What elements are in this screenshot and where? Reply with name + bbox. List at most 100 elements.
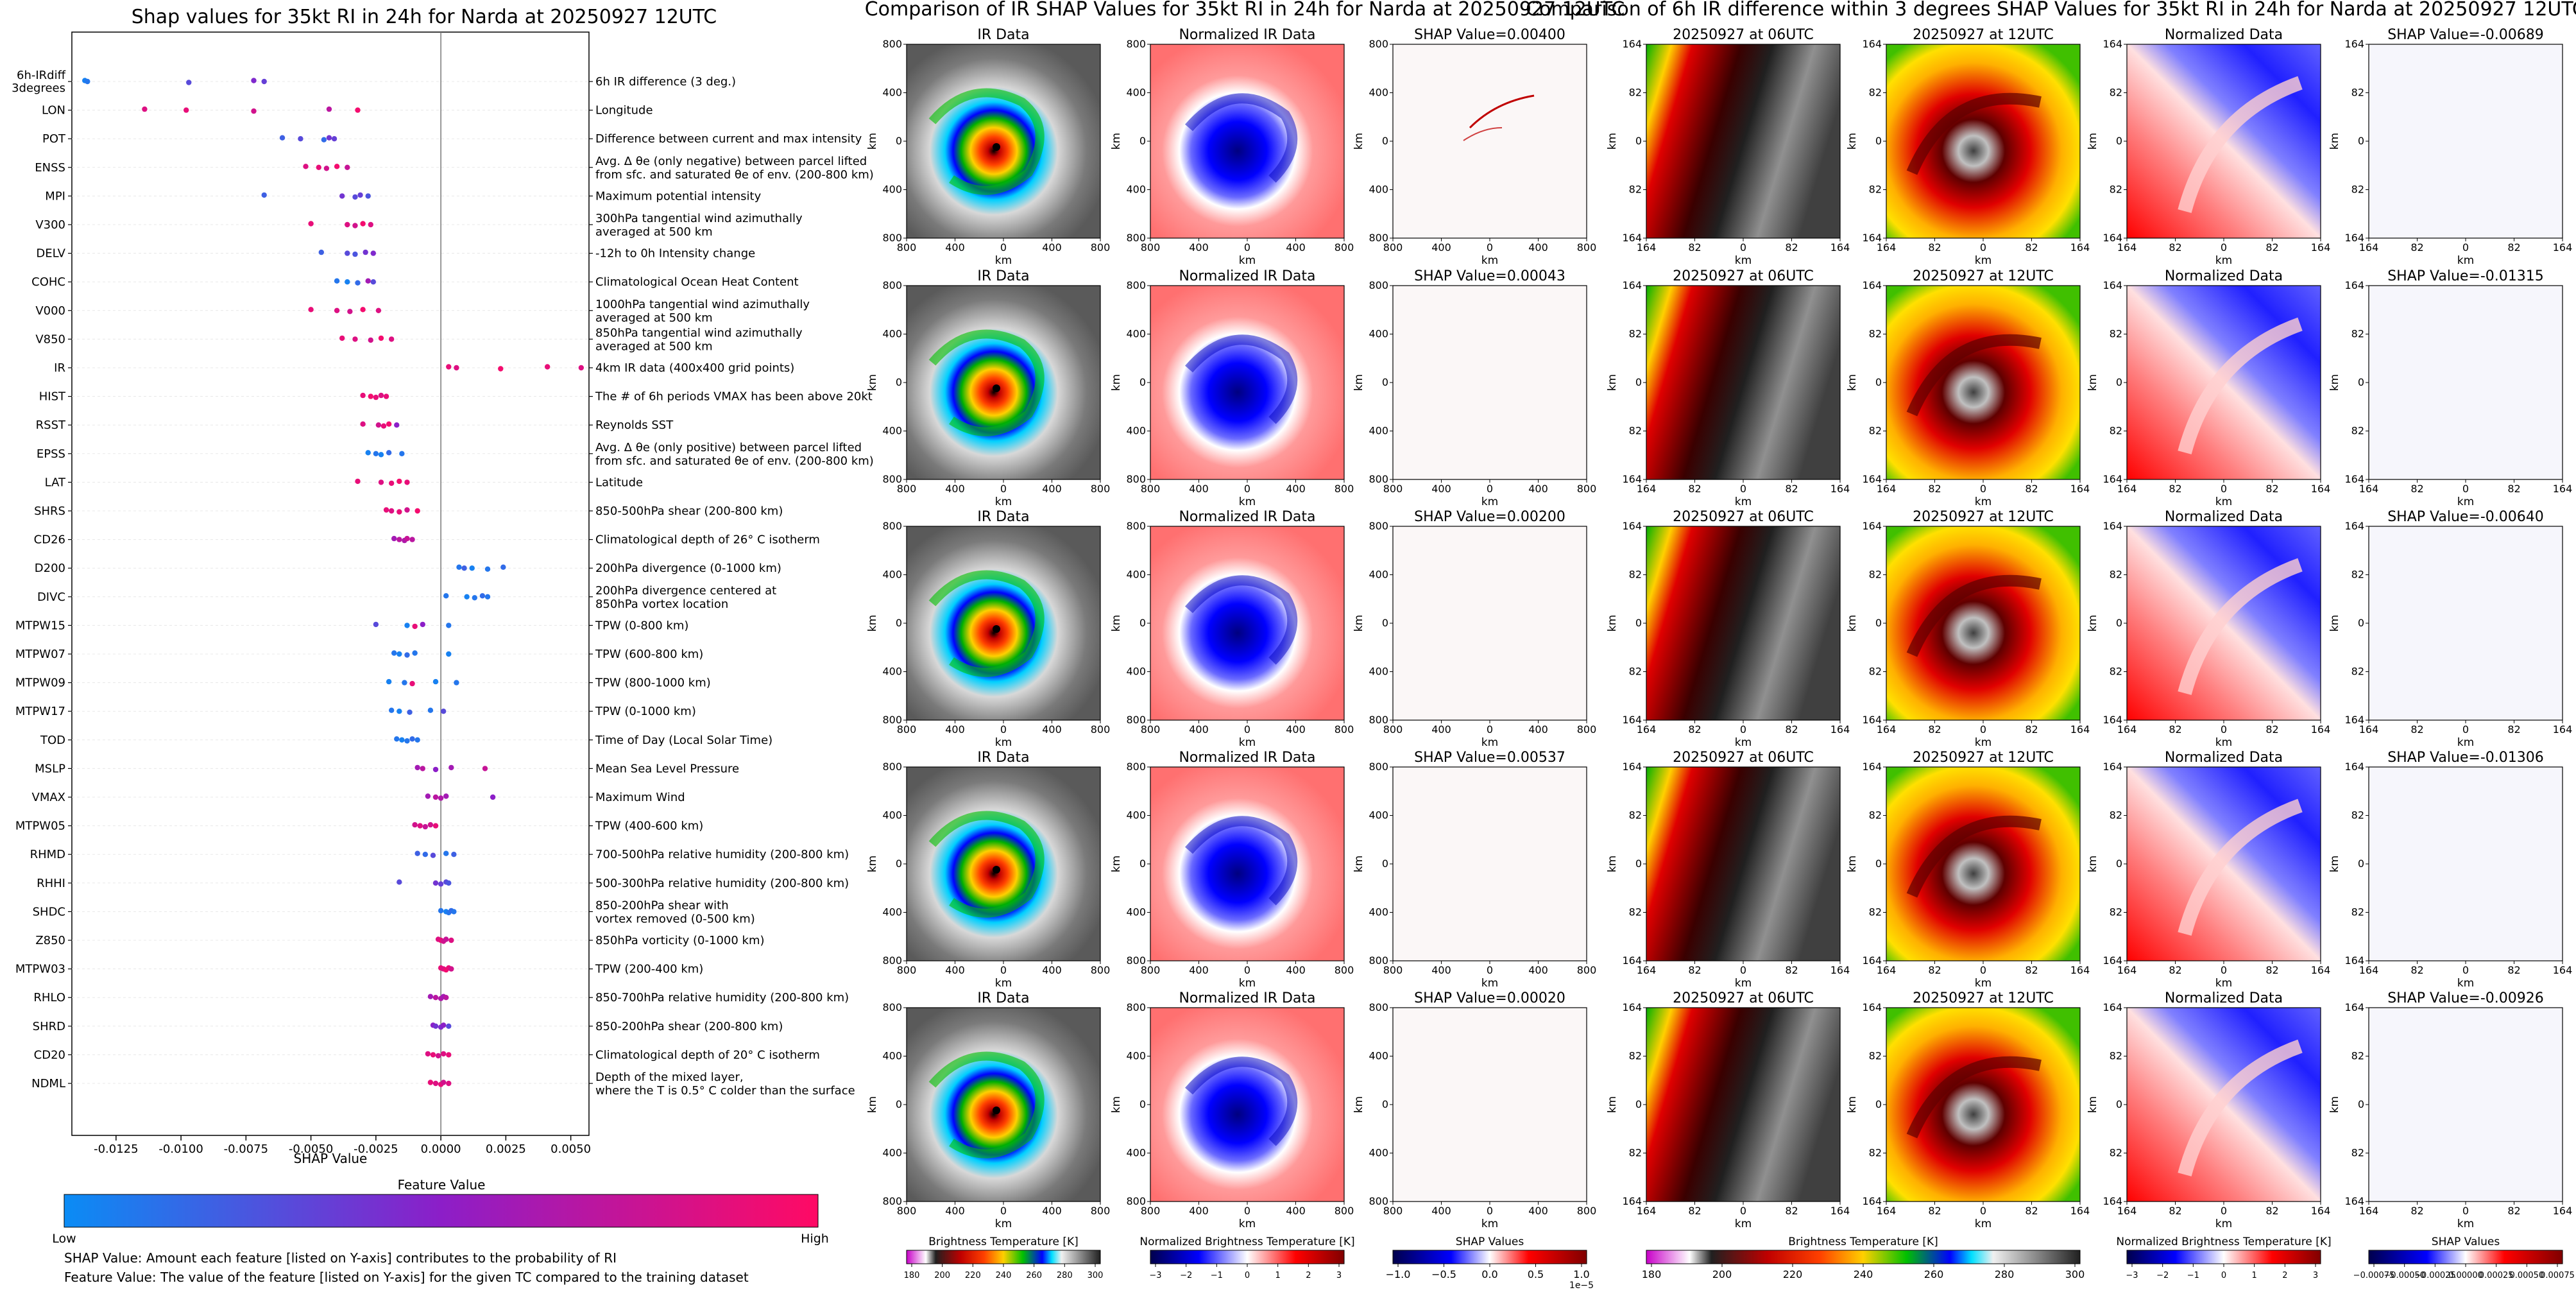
feature-colorbar [64,1194,819,1228]
panel-y-tick: 82 [1869,184,1882,196]
shap-point [412,822,418,828]
shap-point [432,678,439,685]
feature-name: MTPW05 [15,820,65,833]
panel-x-label: km [1481,495,1498,508]
panel-x-tick: 82 [2265,723,2278,736]
panel-y-tick: 800 [882,714,902,726]
panel-x-tick: 400 [945,483,965,495]
feature-colorbar-low: Low [52,1232,76,1246]
panel-title: Normalized Data [2165,750,2283,766]
shap-point [345,279,350,285]
feature-name: SHRD [33,1020,65,1033]
panel-x-tick: 164 [2311,483,2331,495]
colorbar-tick: 240 [996,1271,1012,1280]
feature-name: MTPW07 [15,648,65,661]
panel-x-label: km [2215,495,2232,508]
shap-point [404,507,410,513]
shap-point [339,193,345,199]
panel-x-tick: 400 [1189,483,1209,495]
panel-x-tick: 82 [2265,964,2278,976]
shap-point [432,794,439,800]
panel-x-tick: 800 [1141,723,1161,736]
panel-x-tick: 400 [1286,1205,1306,1217]
shap-point [404,479,410,485]
panel-x-tick: 800 [1383,723,1403,736]
feature-name: Z850 [35,934,65,947]
panel-y-tick: 400 [1126,569,1146,581]
panel-x-label: km [995,495,1012,508]
ir-spiral-band [928,88,1045,195]
panel-y-tick: 800 [1126,232,1146,244]
panel-x-label: km [1481,736,1498,749]
colorbar-tick: 260 [1026,1271,1042,1280]
panel-x-tick: 0 [1000,483,1007,495]
colorbar-tick: 0 [1245,1271,1250,1280]
shap-point [363,249,368,255]
panel-x-tick: 82 [2410,483,2423,495]
panel-y-label: km [2328,133,2341,150]
panel-y-label: km [2328,615,2341,632]
shap-point [544,364,550,370]
colorbar-label: Brightness Temperature [K] [1788,1236,1938,1248]
shap-point [355,478,361,485]
panel-x-label: km [1735,495,1752,508]
panel-y-tick: 0 [1139,135,1146,147]
ir-shap-image [1393,526,1587,720]
feature-name: CD20 [34,1048,65,1062]
ir-row: IR Data80080040040000400400800800kmkmNor… [866,268,1596,508]
panel-title: 20250927 at 06UTC [1673,27,1814,43]
shap-point [394,736,400,742]
panel-x-tick: 82 [1928,241,1941,254]
ir-image [907,526,1100,720]
panel-y-tick: 82 [1869,906,1882,918]
panel-y-tick: 82 [2351,1050,2364,1062]
panel-x-tick: 82 [1928,964,1941,976]
panel-y-tick: 164 [2103,954,2122,967]
panel-x-tick: 400 [1042,241,1062,254]
panel-y-label: km [1352,615,1365,632]
panel-x-label: km [1239,254,1256,267]
panel-x-label: km [1481,1218,1498,1230]
shap-point [331,136,337,142]
panel-x-tick: 400 [1528,723,1548,736]
panel-y-tick: 164 [1862,954,1882,967]
panel-y-tick: 800 [1126,1195,1146,1207]
shap-point [446,623,452,628]
shap-point [316,164,321,170]
panel-y-tick: 800 [1369,714,1388,726]
feature-description: Avg. Δ θe (only positive) between parcel… [595,441,874,468]
panel-x-tick: 164 [2311,1205,2331,1217]
colorbar-tick: 280 [1057,1271,1073,1280]
panel-x-tick: 82 [2265,1205,2278,1217]
panel-x-tick: 400 [945,964,965,976]
panel-y-tick: 800 [1126,954,1146,967]
panel-x-tick: 0 [1244,483,1250,495]
ir-image [907,1008,1100,1202]
panel-y-tick: 164 [1622,232,1642,244]
panel-title: 20250927 at 12UTC [1913,750,2054,766]
ir-06utc-image [1646,286,1840,479]
colorbar-tick: 0.0 [1481,1268,1497,1280]
colorbar-bar [1150,1250,1345,1264]
shap-point [388,336,395,342]
shap-point [414,737,420,743]
panel-y-tick: 0 [896,376,902,388]
panel-y-tick: 0 [1875,617,1882,629]
ir-row: IR Data80080040040000400400800800kmkmNor… [866,27,1596,267]
panel-x-tick: 82 [2507,241,2520,254]
panel-x-tick: 82 [2025,723,2038,736]
feature-description: Difference between current and max inten… [595,132,862,146]
shap-point [448,764,454,771]
panel-x-label: km [1239,977,1256,990]
panel-x-tick: 800 [1383,241,1403,254]
panel-x-tick: 400 [1189,1205,1209,1217]
shap-point [279,135,286,141]
shap-point [414,850,420,856]
feature-description: Time of Day (Local Solar Time) [595,734,772,747]
panel-x-tick: 400 [1431,964,1451,976]
panel-x-tick: 164 [2359,241,2379,254]
ir-12utc-band [1906,815,2042,898]
left-chart-title: Shap values for 35kt RI in 24h for Narda… [132,6,717,28]
ir-spiral-band [928,570,1045,677]
